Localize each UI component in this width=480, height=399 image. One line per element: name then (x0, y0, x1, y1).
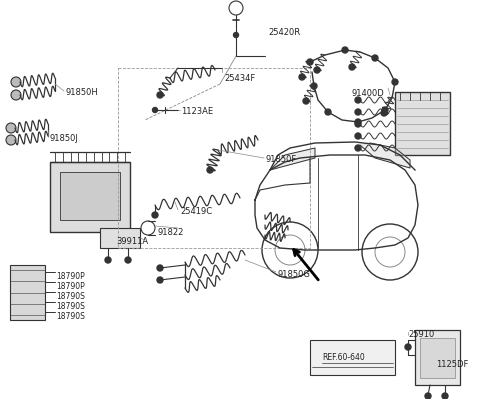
Circle shape (307, 59, 313, 65)
Circle shape (125, 257, 131, 263)
Text: 1125DF: 1125DF (436, 360, 468, 369)
Circle shape (299, 74, 305, 80)
Text: 91400D: 91400D (352, 89, 385, 98)
Circle shape (6, 135, 16, 145)
Text: 25419C: 25419C (180, 207, 212, 216)
Text: 18790P: 18790P (56, 282, 85, 291)
Circle shape (349, 64, 355, 70)
Bar (310, 340, 395, 375)
Circle shape (311, 83, 317, 89)
Circle shape (157, 277, 163, 283)
Circle shape (355, 145, 361, 151)
Bar (420, 338, 455, 378)
Circle shape (381, 110, 387, 116)
Text: 91850F: 91850F (265, 155, 296, 164)
Bar (10, 265, 45, 320)
Text: 39911A: 39911A (116, 237, 148, 246)
Circle shape (425, 393, 431, 399)
Circle shape (442, 393, 448, 399)
Bar (118, 68, 310, 248)
Circle shape (314, 67, 320, 73)
Text: 18790S: 18790S (56, 302, 85, 311)
Circle shape (355, 109, 361, 115)
Circle shape (392, 79, 398, 85)
Bar (100, 228, 140, 248)
Circle shape (6, 123, 16, 133)
Text: 91822: 91822 (158, 228, 184, 237)
Circle shape (355, 119, 361, 125)
Text: 91850J: 91850J (50, 134, 79, 143)
Bar (395, 92, 450, 155)
Circle shape (233, 32, 239, 38)
Bar (60, 172, 120, 220)
Text: 91850G: 91850G (278, 270, 311, 279)
Polygon shape (270, 148, 315, 170)
Circle shape (11, 77, 21, 87)
Text: 25420R: 25420R (268, 28, 300, 37)
Circle shape (355, 97, 361, 103)
Circle shape (342, 47, 348, 53)
Circle shape (157, 265, 163, 271)
Circle shape (355, 133, 361, 139)
Polygon shape (360, 143, 410, 168)
Circle shape (325, 109, 331, 115)
Circle shape (11, 90, 21, 100)
Text: 91850H: 91850H (66, 88, 99, 97)
Circle shape (207, 167, 213, 173)
Circle shape (405, 344, 411, 350)
Circle shape (152, 212, 158, 218)
Circle shape (153, 107, 157, 113)
Bar (50, 162, 130, 232)
Circle shape (382, 107, 388, 113)
Bar (415, 330, 460, 385)
Circle shape (157, 92, 163, 98)
Text: 18790P: 18790P (56, 272, 85, 281)
Text: 18790S: 18790S (56, 312, 85, 321)
Text: REF.60-640: REF.60-640 (322, 353, 365, 362)
Circle shape (355, 121, 361, 127)
Circle shape (303, 98, 309, 104)
Text: 25434F: 25434F (224, 74, 255, 83)
Circle shape (105, 257, 111, 263)
Text: 18790S: 18790S (56, 292, 85, 301)
Text: 25910: 25910 (408, 330, 434, 339)
Text: 1123AE: 1123AE (181, 107, 213, 116)
Circle shape (372, 55, 378, 61)
